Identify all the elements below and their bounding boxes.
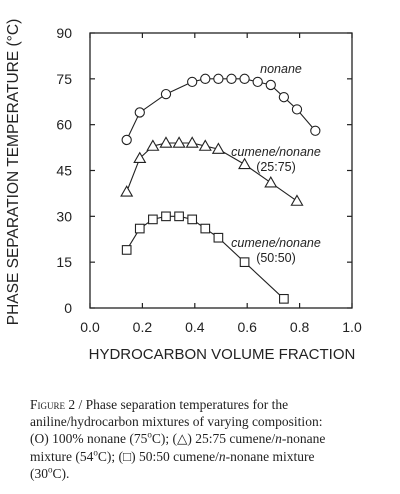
series-line-circle [126,78,316,141]
caption-line-4: mixture (54oC); (□) 50:50 cumene/n-nonan… [30,447,315,464]
x-tick-label: 0.6 [237,319,257,335]
y-tick-label: 15 [56,254,72,270]
data-point-triangle [238,157,252,170]
data-point-circle [226,73,237,84]
data-point-triangle [198,139,212,151]
data-point-triangle [120,185,134,197]
y-axis-label-wrap: PHASE SEPARATION TEMPERATURE (°C) [2,18,26,326]
data-point-triangle [290,194,304,206]
data-point-triangle [172,136,186,148]
data-point-circle [252,76,263,88]
figure-caption: Figure 2 / Phase separation temperatures… [30,396,380,482]
data-point-triangle [133,151,147,164]
caption-line-5: (30oC). [30,464,70,481]
data-point-triangle [264,176,278,188]
data-point-square [213,232,224,243]
data-point-circle [200,73,211,84]
data-point-square [148,214,158,225]
data-point-square [174,211,184,222]
y-tick-label: 90 [56,25,72,41]
y-tick-label: 30 [56,208,72,224]
data-point-square [200,223,211,234]
y-tick-label: 75 [56,71,72,87]
data-point-circle [278,92,290,103]
data-point-square [279,293,289,304]
data-point-circle [187,76,198,88]
data-point-triangle [146,139,160,151]
data-point-circle [134,107,145,118]
x-tick-label: 0.4 [185,319,205,335]
caption-figure-label: Figure 2 / [30,397,83,412]
data-point-triangle [185,136,199,148]
data-point-circle [121,134,132,146]
caption-line-1: Figure 2 / Phase separation temperatures… [30,397,289,412]
data-point-triangle [211,142,225,154]
x-tick-label: 0.2 [133,319,153,335]
x-axis-label: HYDROCARBON VOLUME FRACTION [88,346,356,363]
data-point-circle [213,73,224,84]
data-point-square [134,223,145,234]
annotation-ann_cn5050-line-1: cumene/nonane [231,236,321,250]
annotation-ann_cn2575-line-1: cumene/nonane [231,145,321,159]
data-point-square [187,214,198,225]
caption-line-2: aniline/hydrocarbon mixtures of varying … [30,414,323,430]
series-line-square [126,215,285,300]
x-tick-label: 1.0 [342,319,362,335]
y-tick-label: 0 [64,300,72,316]
data-point-triangle [159,136,173,148]
data-point-square [239,257,250,268]
data-point-square [121,245,132,255]
y-tick-label: 60 [56,117,72,133]
annotation-ann_cn2575-line-2: (25:75) [256,160,296,174]
y-axis-label: PHASE SEPARATION TEMPERATURE (°C) [5,18,23,326]
data-point-circle [265,79,276,91]
annotation-ann_nonane-line-1: nonane [260,62,302,76]
annotation-ann_cn5050-line-2: (50:50) [256,251,296,265]
data-point-circle [239,73,250,84]
data-point-circle [291,104,303,115]
x-tick-label: 0.0 [80,319,100,335]
x-tick-label: 0.8 [290,319,310,335]
data-point-square [161,211,171,222]
y-tick-label: 45 [56,163,72,179]
data-point-circle [310,125,321,136]
caption-line-3: (O) 100% nonane (75oC); (△) 25:75 cumene… [30,429,326,447]
data-point-circle [160,88,172,100]
plot-frame [89,32,353,309]
